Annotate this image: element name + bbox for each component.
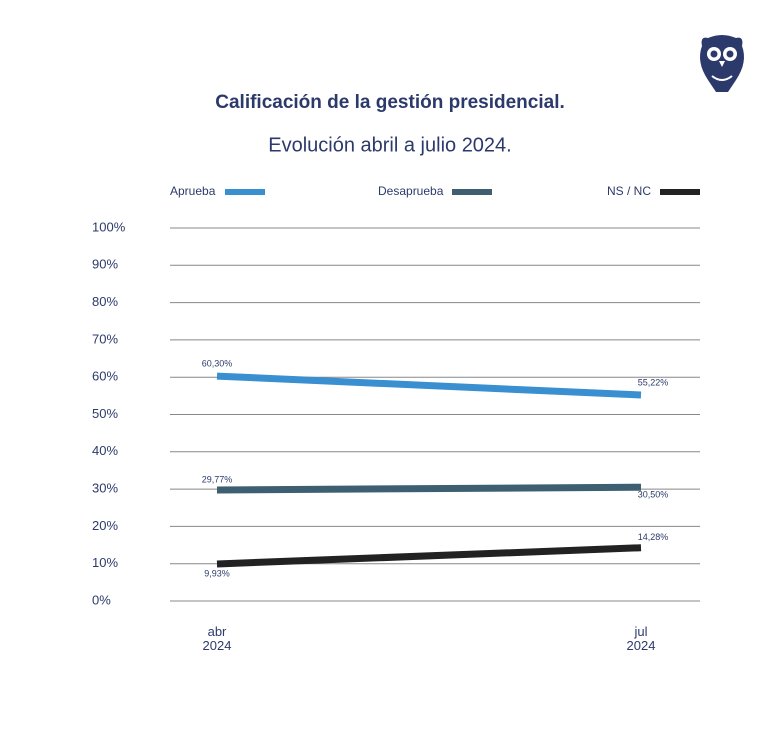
y-tick-label: 100% xyxy=(92,219,126,234)
y-tick-label: 0% xyxy=(92,592,111,607)
series-line xyxy=(216,372,642,399)
y-tick-label: 80% xyxy=(92,294,118,309)
y-tick-label: 50% xyxy=(92,406,118,421)
data-label: 9,93% xyxy=(204,568,230,578)
legend-label: Aprueba xyxy=(170,184,216,198)
y-tick-label: 70% xyxy=(92,331,118,346)
legend-label: NS / NC xyxy=(607,184,651,198)
y-tick-label: 20% xyxy=(92,518,118,533)
y-tick-label: 40% xyxy=(92,443,118,458)
y-tick-label: 60% xyxy=(92,369,118,384)
chart-subtitle: Evolución abril a julio 2024. xyxy=(268,134,512,156)
y-tick-label: 30% xyxy=(92,481,118,496)
series-line xyxy=(216,483,642,494)
data-label: 55,22% xyxy=(638,377,669,387)
y-tick-label: 10% xyxy=(92,555,118,570)
data-label: 30,50% xyxy=(638,490,669,500)
chart-title: Calificación de la gestión presidencial. xyxy=(215,92,565,113)
y-tick-label: 90% xyxy=(92,257,118,272)
data-label: 60,30% xyxy=(202,358,233,368)
logo xyxy=(700,35,744,92)
series-line xyxy=(216,544,642,568)
legend-label: Desaprueba xyxy=(378,184,444,198)
x-tick-label: jul 2024 xyxy=(626,624,656,653)
data-label: 14,28% xyxy=(638,532,669,542)
x-tick-label: abr 2024 xyxy=(202,624,232,653)
data-label: 29,77% xyxy=(202,474,233,484)
